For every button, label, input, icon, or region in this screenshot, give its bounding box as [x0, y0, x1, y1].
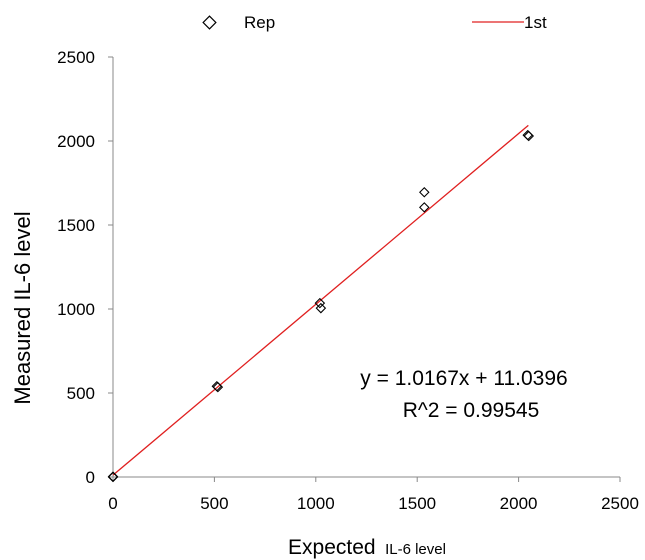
- data-point: [314, 297, 326, 309]
- y-tick-label: 1500: [57, 216, 95, 235]
- x-tick-label: 1000: [297, 494, 335, 513]
- data-point: [107, 471, 119, 482]
- x-tick-label: 2000: [500, 494, 538, 513]
- data-point: [315, 302, 327, 314]
- data-points: [107, 129, 535, 483]
- y-tick-labels: 0 500 1000 1500 2000 2500: [57, 48, 113, 487]
- y-axis-label: Measured IL-6 level: [10, 211, 35, 404]
- data-point: [419, 186, 430, 198]
- x-tick-label: 2500: [601, 494, 639, 513]
- data-point: [419, 202, 430, 213]
- x-tick-labels: 0 500 1000 1500 2000 2500: [108, 477, 639, 513]
- y-tick-label: 0: [86, 468, 95, 487]
- legend-rep-label: Rep: [244, 13, 275, 32]
- y-tick-label: 500: [67, 384, 95, 403]
- legend-1st-label: 1st: [524, 13, 547, 32]
- equation-label: y = 1.0167x + 11.0396: [360, 367, 567, 390]
- y-tick-label: 1000: [57, 300, 95, 319]
- legend-rep-marker: [202, 15, 217, 30]
- data-point: [212, 381, 224, 393]
- fit-line: [112, 124, 529, 476]
- x-axis-label-sub: IL-6 level: [385, 541, 446, 558]
- data-point: [523, 130, 535, 142]
- axes: [112, 57, 620, 478]
- x-tick-label: 1500: [398, 494, 436, 513]
- r-squared-label: R^2 = 0.99545: [403, 399, 540, 422]
- legend: Rep 1st: [202, 13, 547, 32]
- x-axis-label: Expected IL-6 level: [288, 536, 446, 559]
- trendline: [112, 124, 529, 476]
- x-axis-label-main: Expected: [288, 536, 376, 559]
- x-tick-label: 0: [108, 494, 117, 513]
- y-tick-label: 2000: [57, 132, 95, 151]
- x-tick-label: 500: [200, 494, 228, 513]
- y-tick-label: 2500: [57, 48, 95, 67]
